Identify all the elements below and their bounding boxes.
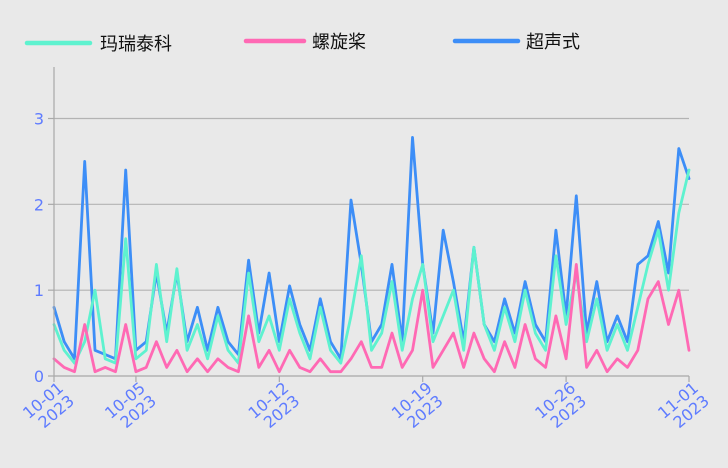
- x-tick-label: 11-012023: [654, 378, 713, 435]
- legend-label-marui: 玛瑞泰科: [100, 34, 172, 55]
- y-tick-label: 1: [34, 281, 44, 300]
- x-tick-label-text: 10-122023: [244, 378, 303, 435]
- x-tick-label-text: 10-012023: [19, 378, 78, 435]
- x-tick-layer: 10-012023 10-052023 10-122023 10-192023 10-2…: [19, 376, 713, 435]
- legend-item-marui[interactable]: 玛瑞泰科: [24, 34, 172, 55]
- x-tick-label: 10-052023: [101, 378, 160, 435]
- legend-label-ultrasonic: 超声式: [526, 32, 580, 53]
- legend: 玛瑞泰科 螺旋桨 超声式: [24, 32, 580, 55]
- y-tick-layer: 0 1 2 3: [34, 110, 54, 386]
- x-tick-label: 10-192023: [388, 378, 447, 435]
- series-line-marui: [52, 168, 691, 365]
- y-tick-label: 0: [34, 367, 44, 386]
- y-tick-label: 2: [34, 195, 44, 214]
- x-tick-label-text: 10-192023: [388, 378, 447, 435]
- grid-layer: [54, 117, 689, 291]
- legend-item-propeller[interactable]: 螺旋桨: [243, 32, 366, 53]
- x-tick-label-text: 11-012023: [654, 378, 713, 435]
- x-tick-label: 10-262023: [531, 378, 590, 435]
- legend-label-propeller: 螺旋桨: [312, 32, 366, 53]
- x-tick-label-text: 10-052023: [101, 378, 160, 435]
- series-line-propeller: [52, 263, 691, 374]
- legend-item-ultrasonic[interactable]: 超声式: [452, 32, 580, 53]
- series-layer: [52, 136, 691, 374]
- x-tick-label: 10-012023: [19, 378, 78, 435]
- x-tick-label: 10-122023: [244, 378, 303, 435]
- y-tick-label: 3: [34, 110, 44, 129]
- x-tick-label-text: 10-262023: [531, 378, 590, 435]
